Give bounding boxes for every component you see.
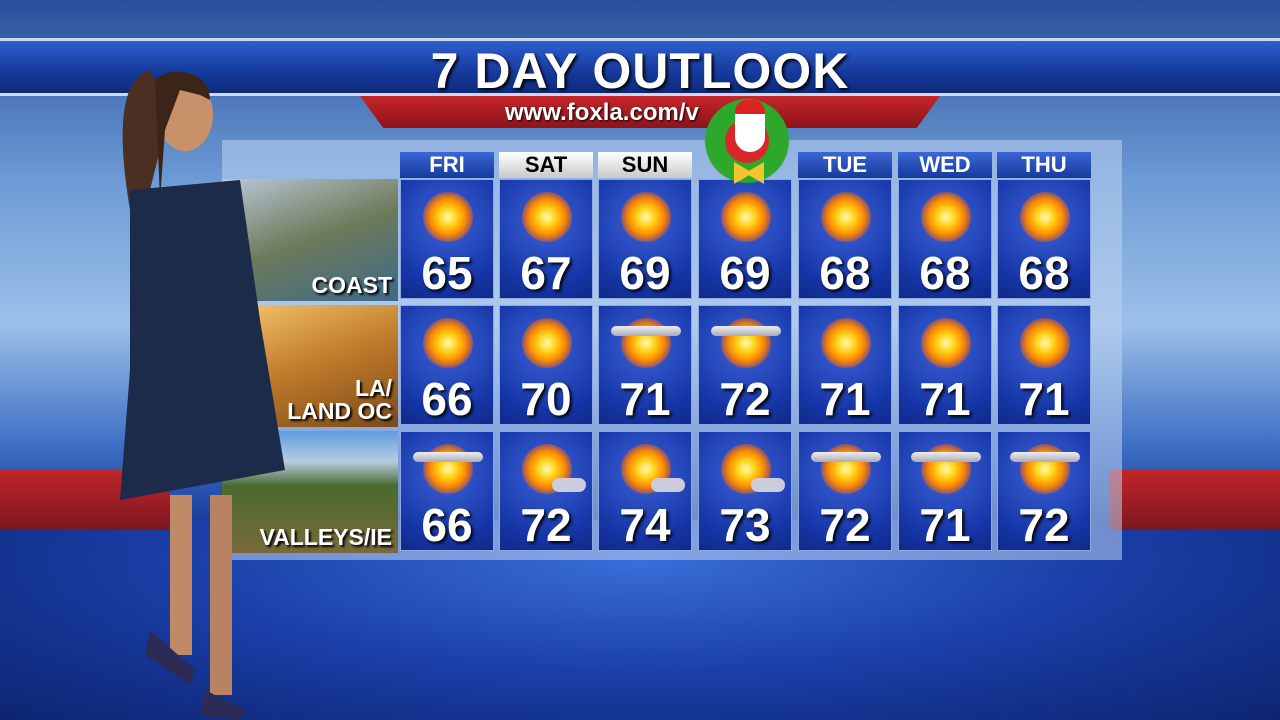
forecast-cell: 72: [798, 431, 892, 551]
sun-icon: [423, 318, 473, 368]
temperature: 71: [1018, 373, 1070, 425]
day-header: TUE: [798, 152, 892, 178]
temperature: 74: [619, 499, 671, 551]
santa-icon: [735, 100, 765, 152]
forecast-cell: 71: [898, 431, 992, 551]
sun-icon: [423, 192, 473, 242]
forecast-cell: 66: [400, 431, 494, 551]
temperature: 69: [719, 247, 771, 299]
day-header: SAT: [499, 152, 593, 178]
temperature: 68: [819, 247, 871, 299]
forecast-cell: 65: [400, 179, 494, 299]
forecast-cell: 74: [598, 431, 692, 551]
day-header: THU: [997, 152, 1091, 178]
forecast-cell: 68: [798, 179, 892, 299]
forecast-cell: 66: [400, 305, 494, 425]
temperature: 71: [819, 373, 871, 425]
forecast-cell: 69: [598, 179, 692, 299]
sun-icon: [821, 192, 871, 242]
forecast-cell: 72: [997, 431, 1091, 551]
haze-icon: [413, 452, 483, 462]
forecast-cell: 69: [698, 179, 792, 299]
region-name-line2: COAST: [311, 272, 393, 298]
region-name-line2: LAND OC: [287, 398, 392, 424]
sun-icon: [921, 318, 971, 368]
temperature: 70: [520, 373, 572, 425]
haze-icon: [1010, 452, 1080, 462]
region-label: VALLEYS/IE: [222, 431, 398, 553]
cloud-icon: [552, 478, 586, 492]
sun-icon: [1020, 318, 1070, 368]
sun-icon: [522, 318, 572, 368]
sun-icon: [1020, 192, 1070, 242]
sun-icon: [621, 192, 671, 242]
forecast-cell: 68: [898, 179, 992, 299]
temperature: 67: [520, 247, 572, 299]
title-bar: [0, 38, 1280, 96]
haze-icon: [611, 326, 681, 336]
region-name-line2: VALLEYS/IE: [259, 524, 393, 550]
temperature: 69: [619, 247, 671, 299]
sun-icon: [921, 192, 971, 242]
forecast-cell: 73: [698, 431, 792, 551]
haze-icon: [711, 326, 781, 336]
page-title: 7 DAY OUTLOOK: [430, 43, 850, 99]
studio-red-band: [1110, 470, 1280, 530]
forecast-cell: 70: [499, 305, 593, 425]
temperature: 66: [421, 499, 473, 551]
sun-icon: [522, 192, 572, 242]
temperature: 72: [1018, 499, 1070, 551]
cloud-icon: [751, 478, 785, 492]
temperature: 71: [619, 373, 671, 425]
temperature: 68: [1018, 247, 1070, 299]
day-header: FRI: [400, 152, 494, 178]
forecast-cell: 72: [698, 305, 792, 425]
temperature: 66: [421, 373, 473, 425]
temperature: 65: [421, 247, 473, 299]
haze-icon: [811, 452, 881, 462]
temperature: 71: [919, 499, 971, 551]
sun-icon: [721, 192, 771, 242]
forecast-cell: 68: [997, 179, 1091, 299]
forecast-cell: 72: [499, 431, 593, 551]
sun-icon: [821, 318, 871, 368]
temperature: 72: [719, 373, 771, 425]
forecast-cell: 67: [499, 179, 593, 299]
temperature: 73: [719, 499, 771, 551]
day-header: WED: [898, 152, 992, 178]
website-url: www.foxla.com/v: [505, 99, 699, 126]
cloud-icon: [651, 478, 685, 492]
temperature: 72: [819, 499, 871, 551]
bow-icon: [734, 162, 764, 184]
forecast-cell: 71: [798, 305, 892, 425]
temperature: 68: [919, 247, 971, 299]
temperature: 71: [919, 373, 971, 425]
haze-icon: [911, 452, 981, 462]
forecast-cell: 71: [898, 305, 992, 425]
url-bar: [360, 96, 940, 128]
region-name-line1: LA/: [354, 375, 392, 401]
forecast-cell: 71: [598, 305, 692, 425]
forecast-cell: 71: [997, 305, 1091, 425]
temperature: 72: [520, 499, 572, 551]
presenter: [120, 70, 285, 720]
day-header: SUN: [598, 152, 692, 178]
